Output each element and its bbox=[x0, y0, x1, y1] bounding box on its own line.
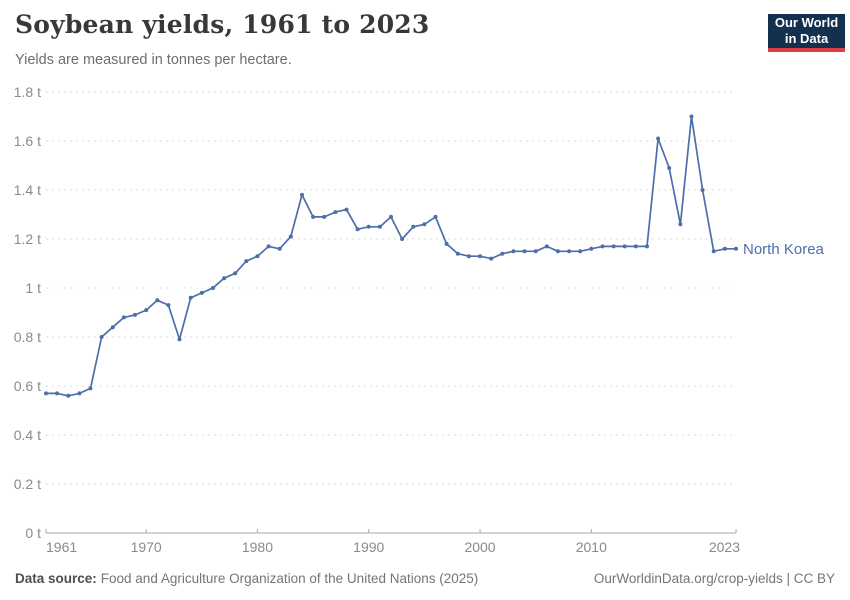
data-point[interactable] bbox=[277, 246, 282, 251]
data-point[interactable] bbox=[711, 249, 716, 254]
x-axis-tick-label: 2010 bbox=[576, 539, 607, 555]
data-point[interactable] bbox=[689, 114, 694, 119]
data-point[interactable] bbox=[645, 244, 649, 249]
data-line[interactable] bbox=[45, 115, 737, 397]
y-axis-tick-label: 1.8 t bbox=[14, 84, 41, 100]
data-point[interactable] bbox=[455, 251, 460, 256]
data-point[interactable] bbox=[133, 312, 137, 317]
data-point[interactable] bbox=[700, 188, 705, 192]
data-point[interactable] bbox=[55, 391, 60, 396]
data-point[interactable] bbox=[589, 246, 594, 251]
data-point[interactable] bbox=[444, 241, 449, 246]
data-point[interactable] bbox=[177, 337, 182, 342]
x-axis-tick-label: 1980 bbox=[242, 539, 273, 555]
data-source-label: Data source: bbox=[15, 571, 97, 586]
data-point[interactable] bbox=[544, 244, 549, 249]
data-point[interactable] bbox=[722, 246, 727, 251]
y-axis-tick-label: 1.2 t bbox=[14, 231, 41, 247]
credit-link[interactable]: OurWorldinData.org/crop-yields | CC BY bbox=[593, 571, 835, 586]
owid-logo-line1: Our World bbox=[774, 15, 839, 31]
data-point[interactable] bbox=[222, 276, 227, 281]
owid-logo[interactable]: Our World in Data bbox=[768, 14, 845, 52]
data-point[interactable] bbox=[511, 249, 516, 254]
y-axis-tick-label: 0 t bbox=[25, 525, 41, 541]
x-axis-tick-label: 1961 bbox=[46, 539, 77, 555]
data-point[interactable] bbox=[288, 234, 293, 239]
data-source-text: Food and Agriculture Organization of the… bbox=[100, 571, 479, 586]
x-axis-tick-label: 2023 bbox=[709, 539, 740, 555]
data-point[interactable] bbox=[355, 227, 360, 232]
data-point[interactable] bbox=[199, 290, 204, 295]
data-point[interactable] bbox=[366, 224, 371, 229]
data-point[interactable] bbox=[533, 249, 538, 254]
data-point[interactable] bbox=[44, 391, 48, 396]
data-point[interactable] bbox=[656, 136, 661, 141]
data-point[interactable] bbox=[578, 249, 583, 254]
data-point[interactable] bbox=[667, 166, 672, 170]
data-point[interactable] bbox=[600, 244, 605, 249]
data-point[interactable] bbox=[255, 254, 260, 259]
page-title: Soybean yields, 1961 to 2023 bbox=[15, 10, 430, 39]
data-point[interactable] bbox=[300, 192, 304, 197]
data-point[interactable] bbox=[433, 214, 438, 219]
y-axis-tick-label: 0.8 t bbox=[14, 329, 41, 345]
data-point[interactable] bbox=[555, 249, 560, 254]
data-point[interactable] bbox=[99, 335, 104, 339]
data-point[interactable] bbox=[144, 308, 149, 313]
data-point[interactable] bbox=[166, 303, 171, 308]
chart-footer: Data source: Food and Agriculture Organiz… bbox=[15, 571, 835, 586]
data-point[interactable] bbox=[466, 254, 471, 259]
data-point[interactable] bbox=[522, 249, 527, 254]
data-point[interactable] bbox=[344, 207, 349, 212]
y-axis-tick-label: 0.6 t bbox=[14, 378, 41, 394]
data-point[interactable] bbox=[567, 249, 572, 254]
data-point[interactable] bbox=[633, 244, 638, 249]
data-point[interactable] bbox=[210, 286, 215, 290]
data-point[interactable] bbox=[322, 214, 327, 219]
x-axis-tick-label: 2000 bbox=[464, 539, 495, 555]
y-axis-tick-label: 1.4 t bbox=[14, 182, 41, 198]
data-point[interactable] bbox=[155, 298, 160, 303]
data-point[interactable] bbox=[734, 246, 738, 251]
data-point[interactable] bbox=[110, 325, 115, 330]
data-point[interactable] bbox=[422, 222, 427, 227]
data-point[interactable] bbox=[244, 259, 249, 264]
x-axis-tick-label: 1990 bbox=[353, 539, 384, 555]
data-point[interactable] bbox=[489, 256, 494, 261]
y-axis-tick-label: 0.4 t bbox=[14, 427, 41, 443]
data-point[interactable] bbox=[478, 254, 482, 259]
chart-subtitle: Yields are measured in tonnes per hectar… bbox=[15, 52, 292, 68]
y-axis-tick-label: 1.6 t bbox=[14, 133, 41, 149]
data-point[interactable] bbox=[311, 214, 316, 219]
data-point[interactable] bbox=[266, 244, 271, 249]
data-source: Data source: Food and Agriculture Organiz… bbox=[15, 571, 478, 586]
data-point[interactable] bbox=[77, 391, 82, 396]
data-point[interactable] bbox=[389, 214, 393, 219]
data-point[interactable] bbox=[411, 224, 416, 229]
data-point[interactable] bbox=[678, 222, 683, 227]
series-label[interactable]: North Korea bbox=[743, 241, 825, 258]
x-axis-tick-label: 1970 bbox=[131, 539, 162, 555]
y-axis-tick-label: 0.2 t bbox=[14, 476, 41, 492]
data-point[interactable] bbox=[66, 393, 71, 398]
y-axis-tick-label: 1 t bbox=[25, 280, 41, 296]
data-point[interactable] bbox=[611, 244, 616, 249]
data-point[interactable] bbox=[377, 224, 382, 229]
data-point[interactable] bbox=[233, 271, 238, 276]
data-point[interactable] bbox=[88, 386, 93, 391]
data-point[interactable] bbox=[333, 210, 338, 215]
owid-logo-line2: in Data bbox=[784, 31, 829, 46]
data-point[interactable] bbox=[400, 237, 405, 241]
data-point[interactable] bbox=[622, 244, 627, 249]
data-point[interactable] bbox=[188, 295, 193, 300]
data-point[interactable] bbox=[121, 315, 126, 320]
data-point[interactable] bbox=[500, 251, 505, 256]
